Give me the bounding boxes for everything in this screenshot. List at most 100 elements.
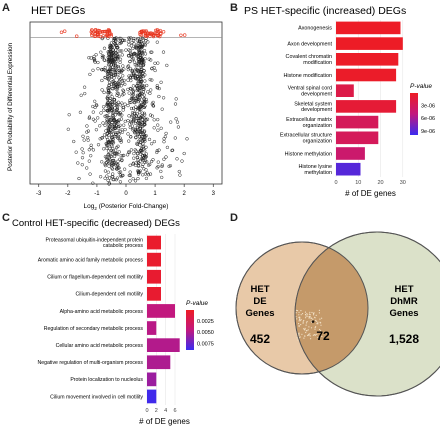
data-point bbox=[99, 50, 103, 54]
data-point bbox=[143, 57, 147, 61]
het-dhmr-label-3: Genes bbox=[389, 308, 418, 319]
stipple-dot bbox=[311, 321, 313, 324]
data-point bbox=[130, 58, 134, 62]
stipple-dot bbox=[298, 334, 300, 336]
data-point bbox=[96, 67, 100, 71]
stipple-dot bbox=[321, 335, 323, 338]
stipple-dot bbox=[305, 317, 307, 319]
data-point bbox=[87, 56, 91, 60]
stipple-dot bbox=[310, 320, 312, 322]
data-point bbox=[91, 181, 95, 185]
data-point bbox=[141, 42, 145, 46]
data-point bbox=[160, 175, 164, 180]
data-point bbox=[155, 83, 159, 88]
data-point bbox=[100, 54, 105, 58]
data-point bbox=[129, 120, 134, 125]
data-point bbox=[134, 130, 138, 134]
data-point bbox=[153, 61, 157, 65]
data-point bbox=[110, 166, 114, 170]
stipple-dot bbox=[298, 316, 300, 318]
data-point bbox=[112, 158, 116, 163]
data-point bbox=[135, 84, 139, 88]
data-point bbox=[163, 135, 168, 139]
bar bbox=[147, 372, 157, 387]
data-point bbox=[129, 78, 133, 83]
data-point bbox=[127, 150, 131, 155]
data-point bbox=[148, 162, 152, 167]
stipple-dot bbox=[298, 320, 300, 322]
data-point bbox=[114, 120, 119, 124]
stipple-dot bbox=[297, 339, 299, 341]
data-point bbox=[139, 79, 143, 83]
data-point bbox=[162, 140, 166, 144]
stipple-dot bbox=[316, 323, 318, 325]
significant-point bbox=[107, 28, 112, 33]
data-point bbox=[128, 75, 132, 79]
data-point bbox=[80, 163, 84, 167]
stipple-dot bbox=[305, 330, 307, 332]
data-point bbox=[85, 166, 89, 170]
data-point bbox=[141, 74, 146, 79]
data-point bbox=[128, 179, 132, 183]
data-point bbox=[106, 72, 110, 76]
data-point bbox=[118, 113, 122, 117]
data-point bbox=[131, 89, 135, 93]
stipple-dot bbox=[298, 332, 300, 334]
data-point bbox=[114, 102, 118, 106]
data-point bbox=[133, 121, 138, 125]
data-point bbox=[135, 126, 140, 130]
category-label: development bbox=[301, 92, 332, 98]
data-point bbox=[135, 142, 139, 146]
data-point bbox=[106, 63, 111, 67]
data-point bbox=[120, 113, 124, 117]
data-point bbox=[159, 126, 163, 130]
data-point bbox=[135, 87, 140, 91]
data-point bbox=[116, 159, 120, 163]
data-point bbox=[139, 64, 143, 68]
data-point bbox=[105, 117, 109, 122]
stipple-dot bbox=[314, 328, 316, 330]
stipple-dot bbox=[295, 316, 297, 318]
data-point bbox=[134, 149, 138, 153]
panel-d-letter: D bbox=[230, 212, 238, 224]
x-tick-label: 20 bbox=[377, 180, 383, 186]
x-tick-label: 1 bbox=[153, 191, 157, 197]
significant-point bbox=[90, 31, 94, 36]
data-point bbox=[131, 46, 135, 51]
data-point bbox=[114, 151, 119, 156]
overlap-count: 72 bbox=[316, 329, 330, 343]
data-point bbox=[119, 138, 123, 142]
x-tick-label: 0 bbox=[145, 408, 148, 414]
data-point bbox=[112, 68, 116, 72]
data-point bbox=[136, 118, 141, 123]
significant-point bbox=[161, 30, 166, 34]
stipple-dot bbox=[309, 333, 311, 335]
data-point bbox=[102, 147, 106, 151]
data-point bbox=[134, 46, 138, 50]
data-point bbox=[79, 93, 83, 97]
data-point bbox=[111, 177, 115, 182]
data-point bbox=[136, 76, 140, 81]
data-point bbox=[143, 160, 147, 164]
data-point bbox=[128, 100, 132, 105]
data-point bbox=[81, 134, 85, 138]
x-tick-label: 3 bbox=[212, 191, 216, 197]
data-point bbox=[174, 97, 178, 101]
data-point bbox=[110, 135, 114, 140]
data-point bbox=[144, 100, 149, 104]
data-point bbox=[139, 67, 143, 72]
category-label: Proteasomal ubiquitin-independent protei… bbox=[46, 238, 144, 244]
stipple-dot bbox=[310, 338, 312, 340]
data-point bbox=[127, 139, 131, 143]
data-point bbox=[96, 116, 100, 120]
het-dhmr-label-2: DhMR bbox=[390, 296, 418, 307]
data-point bbox=[131, 161, 136, 165]
data-point bbox=[126, 132, 130, 136]
data-point bbox=[156, 160, 160, 164]
data-point bbox=[99, 111, 103, 115]
data-point bbox=[143, 52, 148, 56]
data-point bbox=[120, 79, 124, 83]
data-point bbox=[100, 136, 104, 140]
data-point bbox=[114, 132, 118, 137]
data-point bbox=[140, 70, 144, 74]
